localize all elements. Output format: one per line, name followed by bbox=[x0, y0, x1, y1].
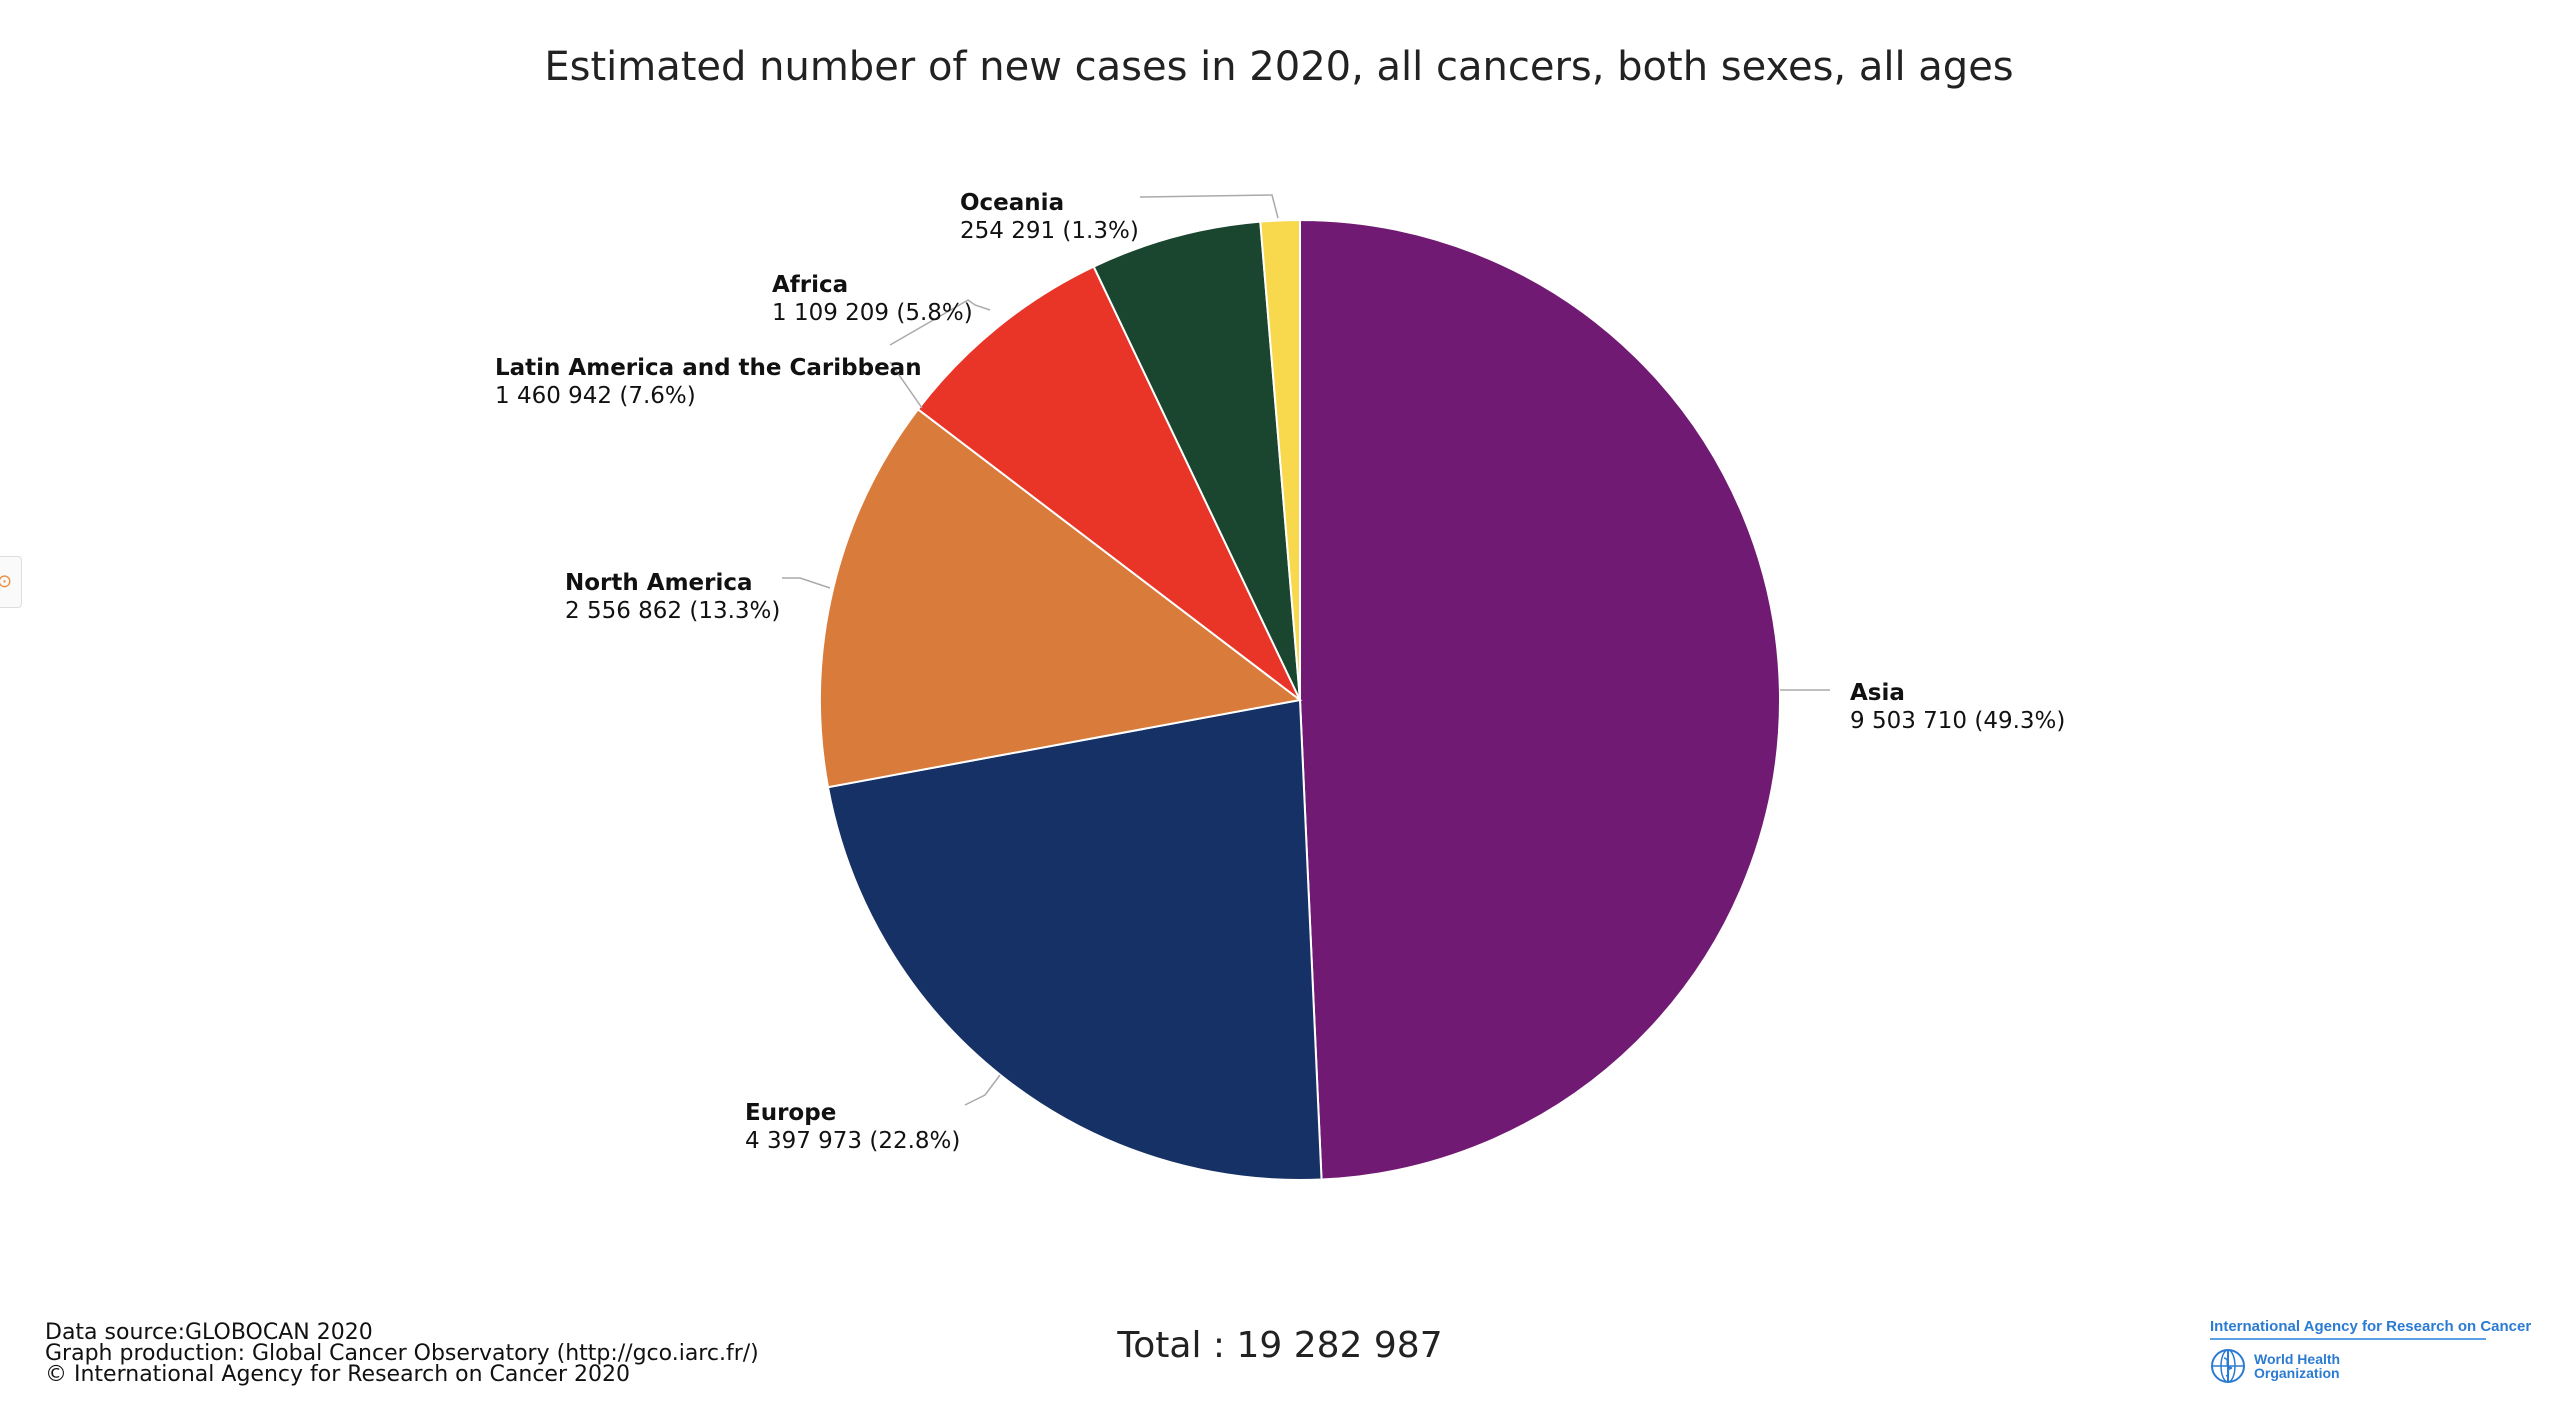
slice-label-value-asia: 9 503 710 (49.3%) bbox=[1850, 708, 2065, 734]
pie-slice-asia[interactable] bbox=[1299, 218, 1782, 1181]
side-tab-icon: ⊙ bbox=[0, 571, 13, 592]
pie-slice-europe[interactable] bbox=[826, 698, 1323, 1181]
credits-data-source: Data source:GLOBOCAN 2020 bbox=[45, 1320, 373, 1345]
leader-line-africa bbox=[889, 299, 991, 346]
who-emblem-icon bbox=[2211, 1349, 2245, 1383]
chart-total: Total : 19 282 987 bbox=[1117, 1325, 1443, 1366]
pie-slice-latin-america-and-the-caribbean[interactable] bbox=[916, 265, 1301, 701]
slice-label-name-europe: Europe bbox=[745, 1100, 836, 1126]
credits: Data source:GLOBOCAN 2020 Graph producti… bbox=[45, 1320, 759, 1387]
iarc-who-logo: International Agency for Research on Can… bbox=[2210, 1318, 2532, 1384]
slice-label-name-asia: Asia bbox=[1850, 680, 1905, 706]
pie-slice-oceania[interactable] bbox=[1259, 218, 1301, 701]
slice-label-name-north-america: North America bbox=[565, 570, 753, 596]
logo-divider bbox=[2210, 1338, 2486, 1340]
who-logo-text: World Health Organization bbox=[2254, 1351, 2341, 1381]
chart-title: Estimated number of new cases in 2020, a… bbox=[544, 44, 2014, 90]
slice-label-name-africa: Africa bbox=[772, 272, 848, 298]
pie-slice-north-america[interactable] bbox=[819, 407, 1303, 789]
leader-line-europe bbox=[964, 1074, 1001, 1106]
slice-label-value-north-america: 2 556 862 (13.3%) bbox=[565, 598, 780, 624]
credits-graph-production: Graph production: Global Cancer Observat… bbox=[45, 1341, 759, 1366]
slice-label-name-latin-america-and-the-caribbean: Latin America and the Caribbean bbox=[495, 355, 922, 381]
credits-copyright: © International Agency for Research on C… bbox=[45, 1362, 630, 1387]
iarc-logo-text: International Agency for Research on Can… bbox=[2210, 1318, 2532, 1335]
leader-line-north-america bbox=[782, 577, 831, 589]
pie-slice-africa[interactable] bbox=[1092, 220, 1301, 701]
slice-label-value-europe: 4 397 973 (22.8%) bbox=[745, 1128, 960, 1154]
slice-label-name-oceania: Oceania bbox=[960, 190, 1064, 216]
leader-line-latin-america-and-the-caribbean bbox=[889, 361, 923, 409]
slice-label-value-oceania: 254 291 (1.3%) bbox=[960, 218, 1139, 244]
side-tab-button[interactable]: ⊙ bbox=[0, 556, 22, 608]
slice-label-value-africa: 1 109 209 (5.8%) bbox=[772, 300, 973, 326]
slice-label-value-latin-america-and-the-caribbean: 1 460 942 (7.6%) bbox=[495, 383, 696, 409]
leader-line-oceania bbox=[1139, 194, 1279, 219]
